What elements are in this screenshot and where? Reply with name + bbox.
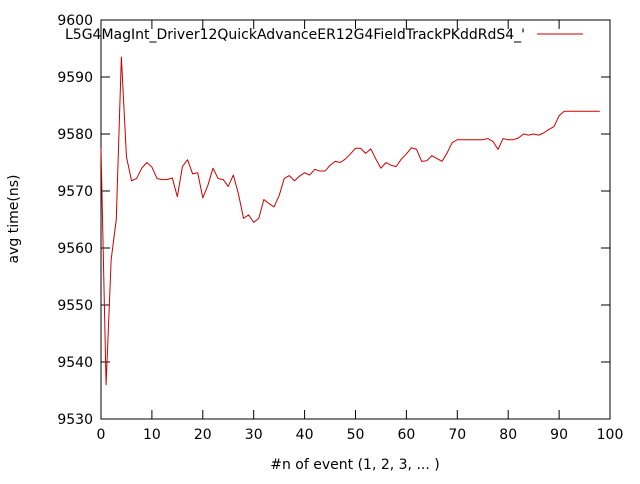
legend-series-label: L5G4MagInt_Driver12QuickAdvanceER12G4Fie… <box>65 27 525 43</box>
x-tick-label: 20 <box>194 427 212 443</box>
series-line <box>100 56 600 386</box>
x-tick-label: 40 <box>296 427 314 443</box>
x-tick-label: 0 <box>97 427 106 443</box>
y-axis-label: avg time(ns) <box>6 175 22 264</box>
y-tick-label: 9530 <box>57 412 93 428</box>
x-tick-label: 10 <box>143 427 161 443</box>
x-tick-label: 70 <box>448 427 466 443</box>
y-tick-label: 9550 <box>57 298 93 314</box>
y-tick-label: 9600 <box>57 13 93 29</box>
x-axis-label: #n of event (1, 2, 3, ... ) <box>270 457 439 473</box>
x-tick-label: 80 <box>499 427 517 443</box>
axis-ticks: 0 10 20 30 40 50 60 70 80 90 100 9530 9540 9550 9560 95… <box>57 13 623 443</box>
y-tick-label: 9580 <box>57 127 93 143</box>
plot-frame <box>100 19 611 420</box>
y-tick-label: 9570 <box>57 184 93 200</box>
x-tick-label: 30 <box>245 427 263 443</box>
x-tick-label: 100 <box>597 427 624 443</box>
legend: L5G4MagInt_Driver12QuickAdvanceER12G4Fie… <box>65 27 583 43</box>
x-tick-label: 50 <box>347 427 365 443</box>
x-tick-label: 60 <box>397 427 415 443</box>
y-tick-label: 9590 <box>57 70 93 86</box>
y-tick-label: 9560 <box>57 241 93 257</box>
x-tick-label: 90 <box>550 427 568 443</box>
y-tick-label: 9540 <box>57 355 93 371</box>
series-layer <box>100 56 600 386</box>
